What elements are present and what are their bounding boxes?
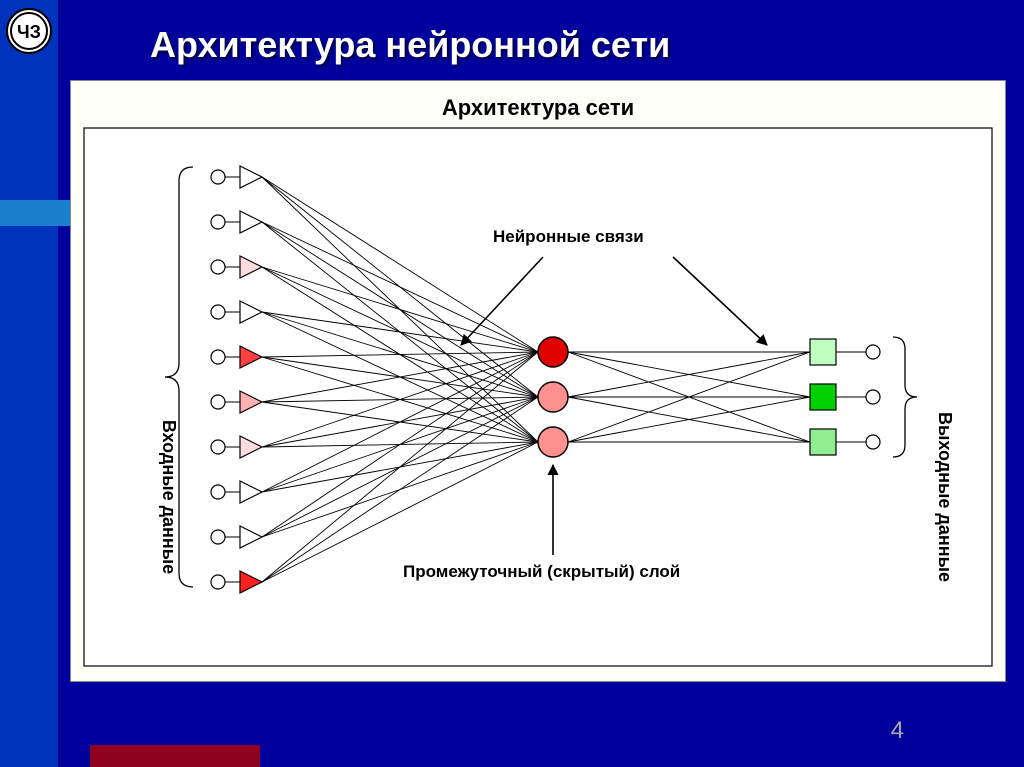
output-dot <box>866 435 880 449</box>
output-node <box>810 384 836 410</box>
input-dot <box>211 170 225 184</box>
left-stripe <box>0 0 58 767</box>
output-node <box>810 339 836 365</box>
input-dot <box>211 575 225 589</box>
bottom-accent <box>90 745 260 767</box>
label-input: Входные данные <box>159 420 179 574</box>
output-dot <box>866 390 880 404</box>
input-dot <box>211 530 225 544</box>
slide-title: Архитектура нейронной сети <box>150 24 670 66</box>
input-dot <box>211 260 225 274</box>
diagram-title: Архитектура сети <box>71 95 1005 121</box>
output-node <box>810 429 836 455</box>
label-output: Выходные данные <box>935 412 955 582</box>
content-box: Архитектура сети Нейронные связи Промежут… <box>70 80 1006 682</box>
slide: ЧЗ Архитектура нейронной сети Архитектур… <box>0 0 1024 767</box>
input-dot <box>211 440 225 454</box>
hidden-node <box>538 382 568 412</box>
hidden-node <box>538 337 568 367</box>
input-dot <box>211 395 225 409</box>
logo-icon: ЧЗ <box>6 8 52 54</box>
network-diagram: Нейронные связи Промежуточный (скрытый) с… <box>83 127 993 667</box>
output-dot <box>866 345 880 359</box>
input-dot <box>211 350 225 364</box>
input-dot <box>211 305 225 319</box>
svg-text:ЧЗ: ЧЗ <box>17 22 41 42</box>
hidden-node <box>538 427 568 457</box>
label-connections: Нейронные связи <box>493 227 644 246</box>
label-hidden: Промежуточный (скрытый) слой <box>403 562 680 581</box>
input-dot <box>211 215 225 229</box>
page-number: 4 <box>891 717 904 745</box>
input-dot <box>211 485 225 499</box>
